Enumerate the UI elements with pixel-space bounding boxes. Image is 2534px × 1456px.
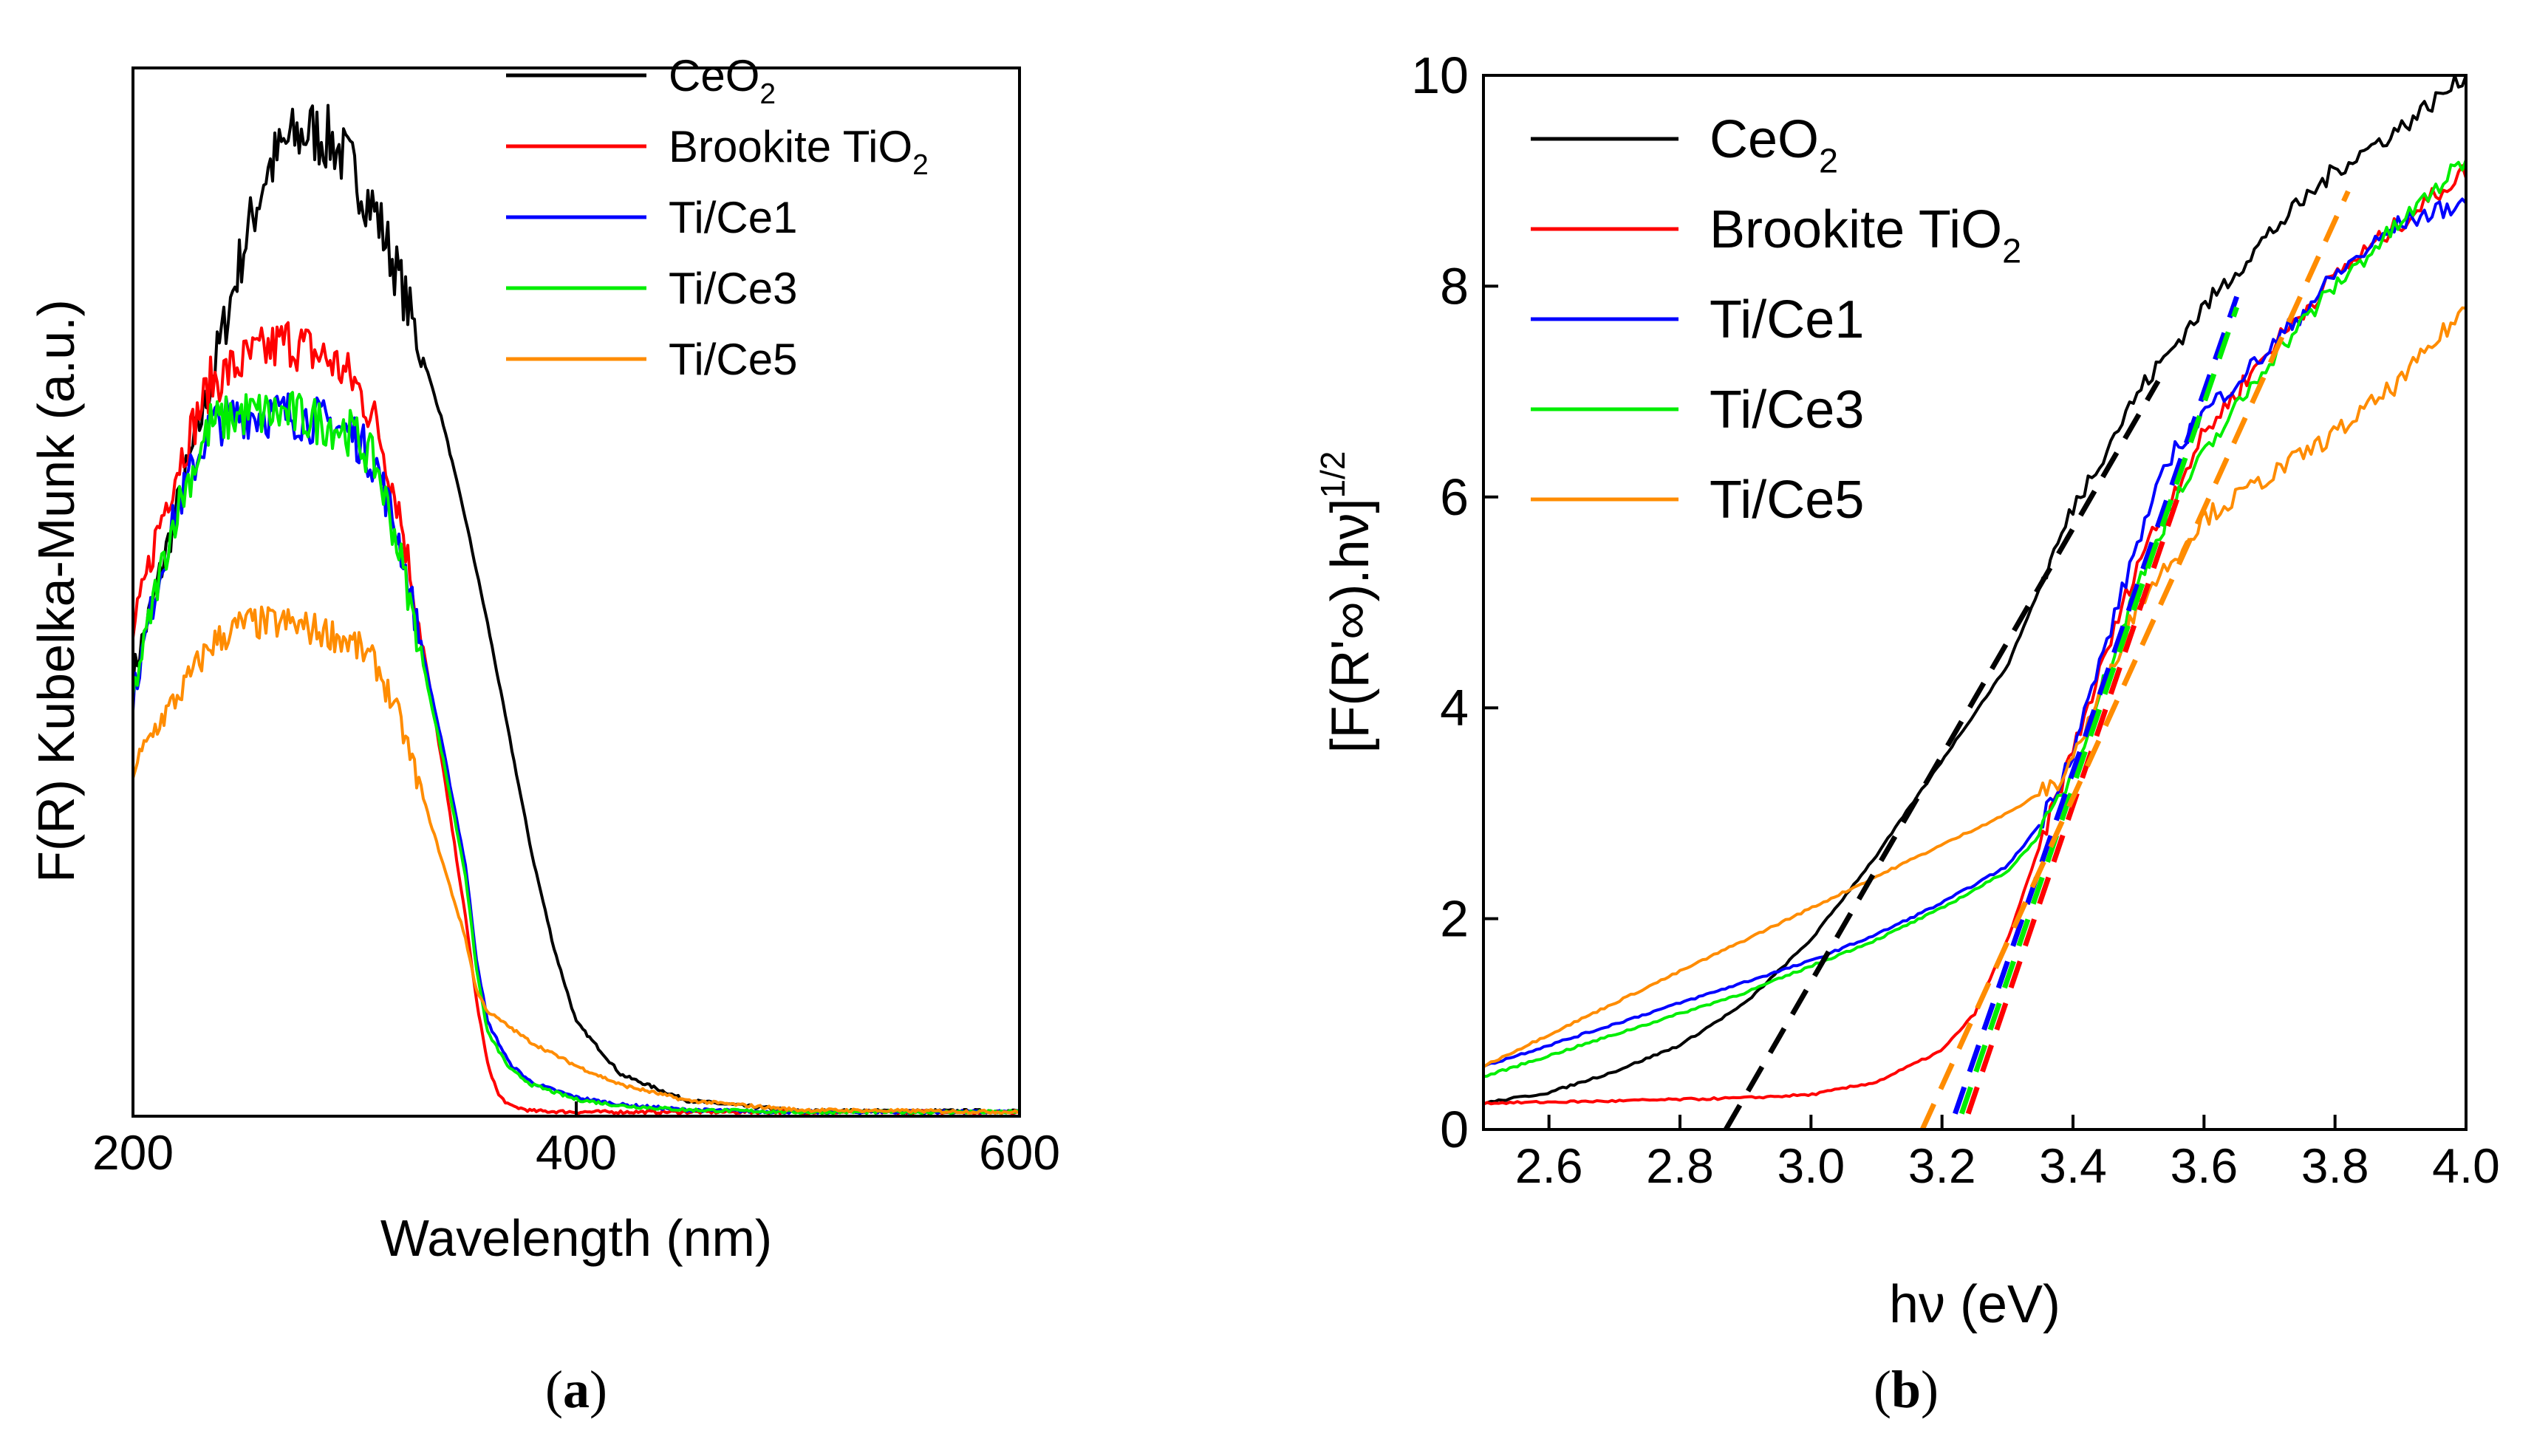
panel-a-caption: (a) bbox=[545, 1360, 607, 1419]
panel-b-y-tick-label: 4 bbox=[1440, 679, 1469, 736]
panel-a: 200 400 600 Wavelength (nm) F(R) Kubelka-M… bbox=[27, 51, 1060, 1419]
panel-b-series-line-ti-ce5 bbox=[1482, 306, 2467, 1068]
panel-b-legend-label-ti-ce1: Ti/Ce1 bbox=[1710, 290, 1864, 349]
panel-b-series-line-ti-ce1 bbox=[1483, 197, 2468, 1068]
panel-b-series-line-ti-ce3 bbox=[1483, 159, 2468, 1079]
panel-b-y-axis-label-superscript: 1/2 bbox=[1314, 451, 1352, 498]
panel-a-x-tick-label: 600 bbox=[979, 1125, 1060, 1180]
panel-a-legend-label-ti-ce3: Ti/Ce3 bbox=[669, 264, 798, 313]
panel-b-x-tick-label: 3.8 bbox=[2301, 1138, 2369, 1193]
panel-a-y-axis-label: F(R) Kubelka-Munk (a.u.) bbox=[27, 299, 85, 883]
panel-b-x-axis-label: hν (eV) bbox=[1889, 1275, 2060, 1334]
panel-b-legend-label-ti-ce5: Ti/Ce5 bbox=[1710, 471, 1864, 530]
panel-b-tangent-ceo2 bbox=[1724, 380, 2161, 1131]
panel-a-legend-label-ti-ce1: Ti/Ce1 bbox=[669, 193, 798, 242]
panel-b-series-line-ceo2 bbox=[1483, 74, 2468, 1106]
panel-b-tangent-ti-ce1 bbox=[1953, 295, 2239, 1115]
panel-b-y-tick-label: 10 bbox=[1411, 47, 1469, 104]
panel-b-y-ticks: 0 2 4 6 8 10 bbox=[1411, 47, 1498, 1158]
panel-a-caption-letter: a bbox=[563, 1360, 590, 1419]
panel-b-x-tick-label: 2.8 bbox=[1646, 1138, 1714, 1193]
panel-a-series-line-ti-ce5 bbox=[132, 605, 1020, 1115]
panel-b-tangent-ti-ce5 bbox=[1919, 190, 2351, 1131]
panel-a-legend: CeO2 Brookite TiO2 Ti/Ce1 Ti/Ce3 Ti/Ce5 bbox=[506, 51, 929, 384]
panel-a-x-axis-label: Wavelength (nm) bbox=[380, 1209, 772, 1267]
panel-a-series bbox=[132, 103, 1020, 1115]
panel-b-y-axis-label: [F(R'∞).hν]1/2 bbox=[1314, 451, 1380, 753]
panel-b-caption: (b) bbox=[1874, 1360, 1939, 1419]
panel-a-series-line-ti-ce3 bbox=[132, 391, 1020, 1115]
panel-b-y-tick-label: 2 bbox=[1440, 890, 1469, 948]
panel-a-legend-label-ceo2: CeO2 bbox=[669, 51, 776, 110]
panel-b-x-tick-label: 3.4 bbox=[2039, 1138, 2107, 1193]
panel-a-series-line-brookite-tio2 bbox=[132, 321, 1020, 1115]
panel-b-legend-label-brookite-tio2: Brookite TiO2 bbox=[1710, 200, 2021, 270]
panel-a-legend-label-brookite-tio2: Brookite TiO2 bbox=[669, 122, 929, 181]
panel-b-y-tick-label: 0 bbox=[1440, 1101, 1469, 1158]
panel-a-x-tick-label: 200 bbox=[92, 1125, 174, 1180]
panel-b-y-tick-label: 8 bbox=[1440, 257, 1469, 315]
panel-a-series-line-ceo2 bbox=[132, 103, 1020, 1114]
panel-a-legend-label-ti-ce5: Ti/Ce5 bbox=[669, 335, 798, 384]
panel-b-x-tick-label: 3.2 bbox=[1908, 1138, 1976, 1193]
panel-b-legend: CeO2 Brookite TiO2 Ti/Ce1 Ti/Ce3 Ti/Ce5 bbox=[1531, 110, 2021, 530]
panel-b: 2.6 2.8 3.0 3.2 3.4 3.6 3.8 4.0 0 2 4 6 8 10 hν (eV)… bbox=[1314, 47, 2500, 1419]
panel-b-x-tick-label: 3.6 bbox=[2170, 1138, 2238, 1193]
panel-b-series bbox=[1482, 74, 2468, 1106]
panel-a-x-tick-label: 400 bbox=[536, 1125, 617, 1180]
panel-a-series-line-ti-ce1 bbox=[132, 392, 1020, 1115]
panel-b-tangent-lines bbox=[1724, 190, 2351, 1131]
svg-text:[F(R'∞).hν]1/2: [F(R'∞).hν]1/2 bbox=[1314, 451, 1380, 753]
panel-b-legend-label-ceo2: CeO2 bbox=[1710, 110, 1838, 180]
panel-b-x-tick-label: 4.0 bbox=[2432, 1138, 2500, 1193]
panel-b-tangent-ti-ce3 bbox=[1958, 306, 2239, 1115]
panel-b-x-tick-label: 3.0 bbox=[1777, 1138, 1845, 1193]
panel-b-caption-letter: b bbox=[1891, 1360, 1921, 1419]
panel-a-x-ticks: 200 400 600 bbox=[92, 1101, 1060, 1180]
panel-b-legend-label-ti-ce3: Ti/Ce3 bbox=[1710, 380, 1864, 440]
panel-b-tangent-brookite-tio2 bbox=[1965, 496, 2181, 1115]
panel-a-plot-frame bbox=[132, 66, 1021, 1118]
panel-b-y-tick-label: 6 bbox=[1440, 468, 1469, 526]
panel-b-plot-frame bbox=[1482, 74, 2468, 1131]
panel-b-y-axis-label-text: [F(R'∞).hν] bbox=[1321, 498, 1380, 753]
panel-b-x-tick-label: 2.6 bbox=[1515, 1138, 1583, 1193]
panel-b-x-ticks: 2.6 2.8 3.0 3.2 3.4 3.6 3.8 4.0 bbox=[1515, 1115, 2500, 1193]
